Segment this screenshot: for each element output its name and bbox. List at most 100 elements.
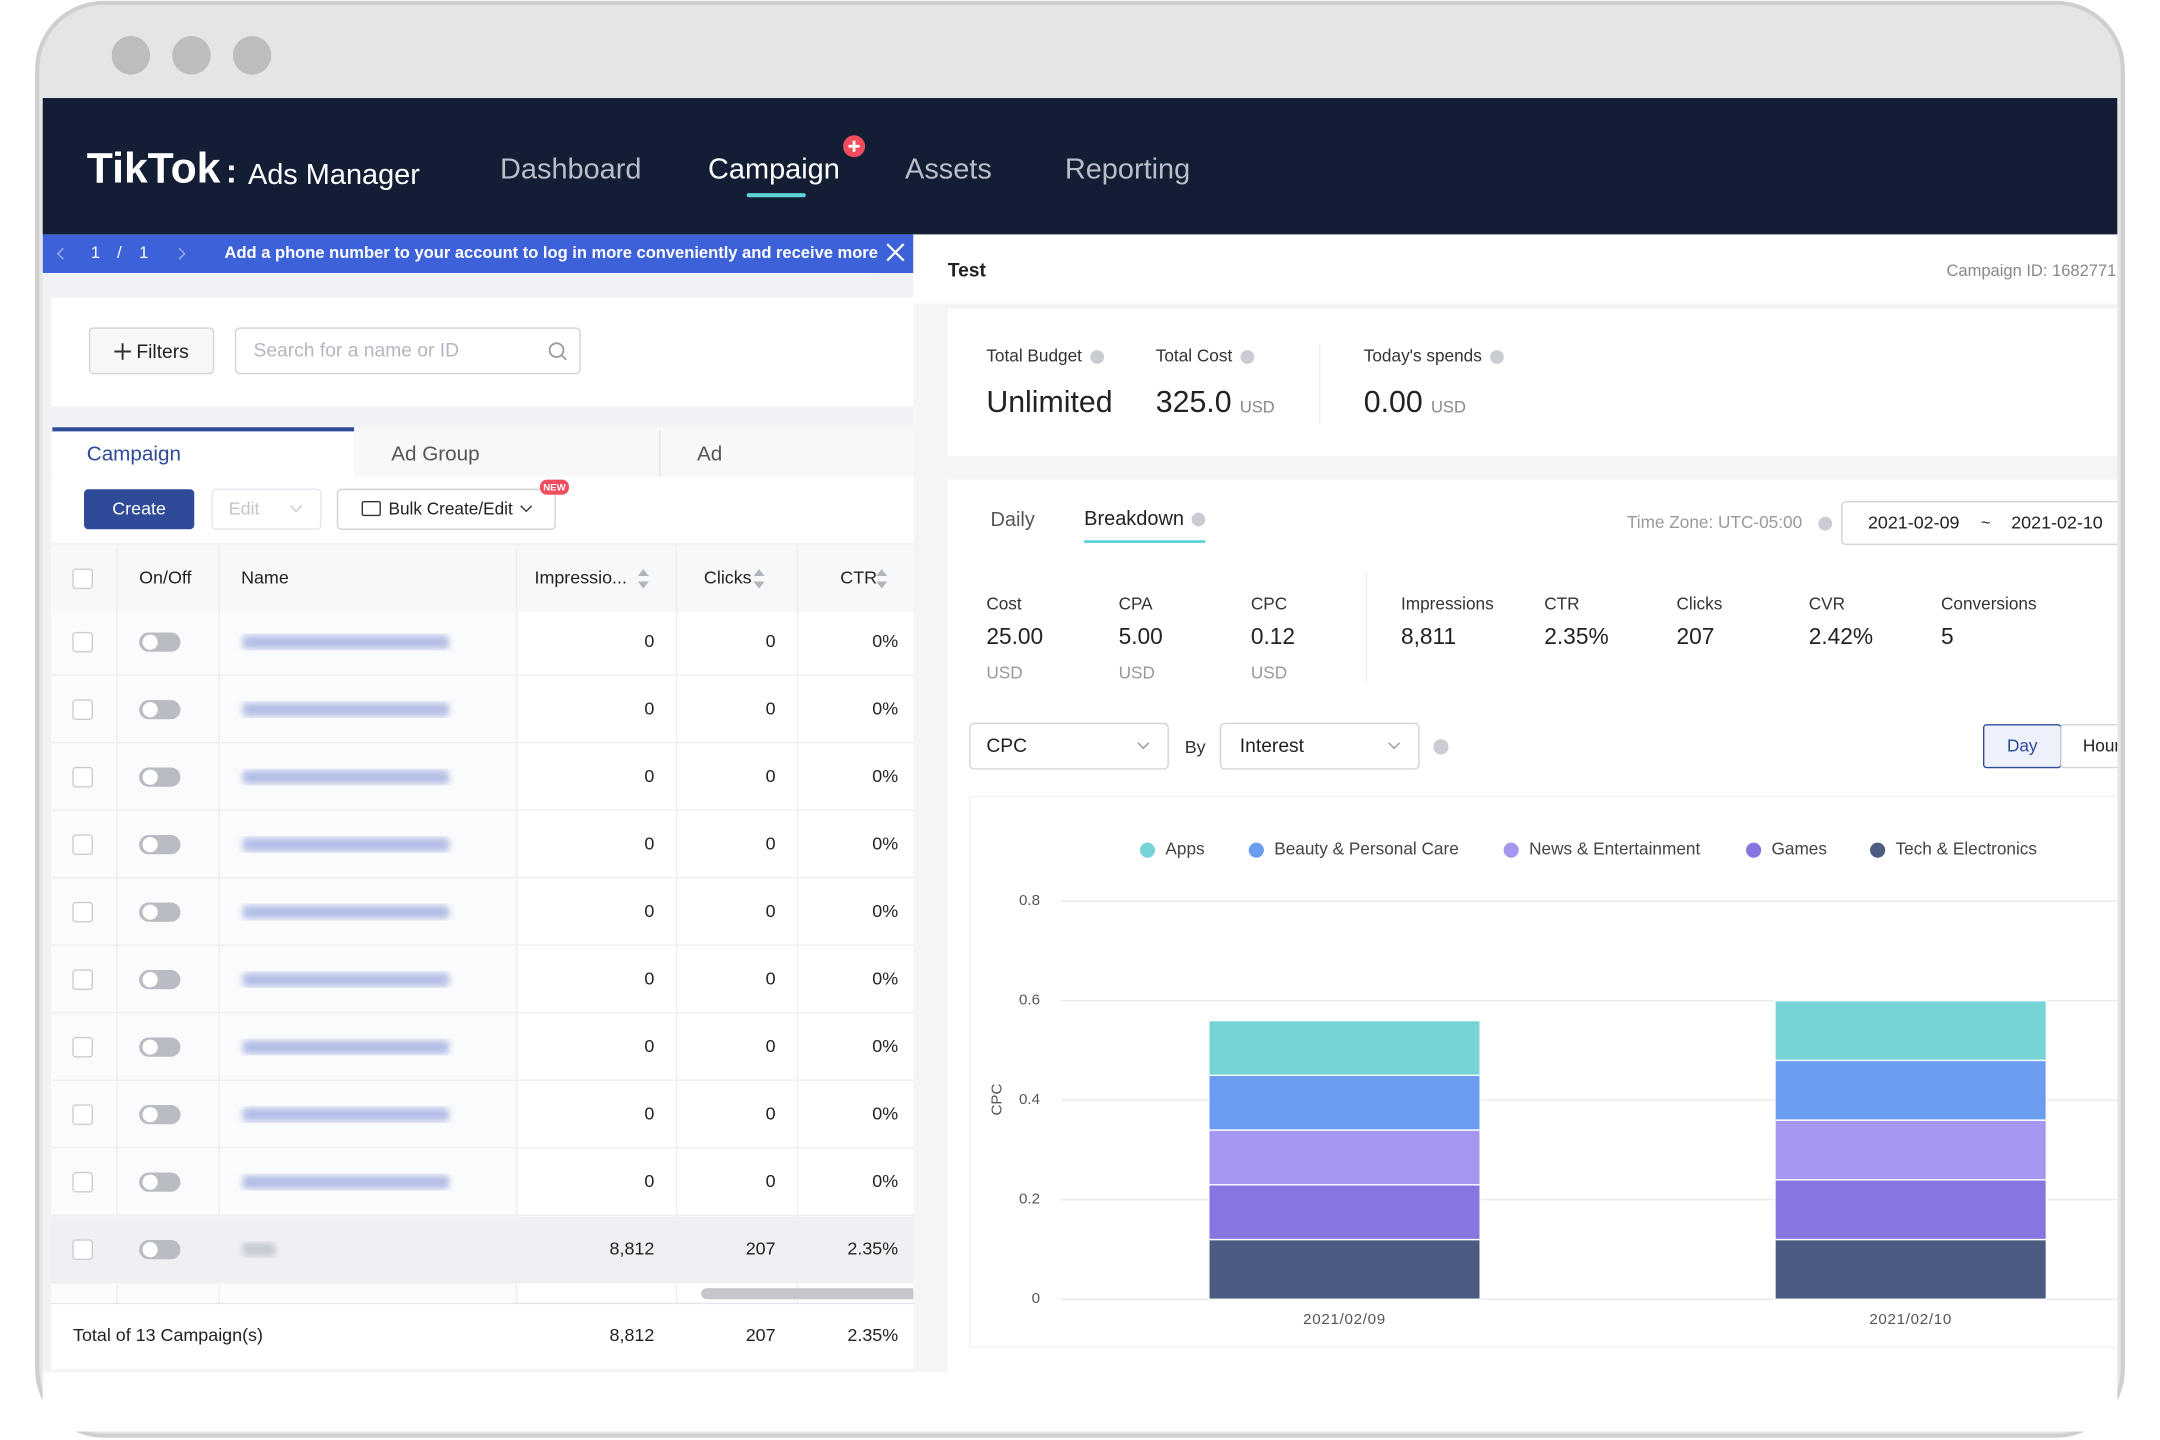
legend-swatch[interactable] xyxy=(1746,842,1762,858)
help-icon xyxy=(1818,516,1833,531)
bar-segment xyxy=(1774,1119,2048,1181)
create-button[interactable] xyxy=(84,489,195,530)
metric-value: 2.42% xyxy=(1809,623,1873,649)
metric-value: 5.00 xyxy=(1119,623,1163,649)
window-button[interactable] xyxy=(111,36,151,75)
nav-bar xyxy=(42,98,2118,235)
cell: 0% xyxy=(872,968,898,988)
tab[interactable]: Ad Group xyxy=(391,442,479,465)
cell: 0 xyxy=(644,1036,654,1056)
bar-segment xyxy=(1208,1129,1481,1186)
legend-swatch[interactable] xyxy=(1248,842,1264,858)
cell: 0% xyxy=(872,698,898,718)
column-header[interactable]: Impressio... xyxy=(534,568,626,588)
logo-sub: Ads Manager xyxy=(248,159,420,191)
tab[interactable]: Ad xyxy=(697,442,722,465)
detail-header xyxy=(913,234,2118,304)
banner-text: Add a phone number to your account to lo… xyxy=(225,243,878,262)
bar-segment xyxy=(1208,1184,1481,1241)
granularity-hour[interactable] xyxy=(2060,724,2138,769)
nav-item[interactable]: Campaign xyxy=(708,154,840,186)
detail-tab[interactable]: Daily xyxy=(990,509,1034,531)
cell: 0 xyxy=(766,833,776,853)
legend-swatch[interactable] xyxy=(1139,842,1156,858)
row-checkbox[interactable] xyxy=(72,1104,93,1125)
tab-active[interactable] xyxy=(52,430,355,480)
chevron xyxy=(290,505,303,513)
detail-tab[interactable]: Breakdown xyxy=(1084,508,1184,530)
row-checkbox[interactable] xyxy=(72,631,93,653)
date-sep: ~ xyxy=(1981,513,1991,532)
legend-swatch[interactable] xyxy=(1870,842,1886,858)
metric-label: CPC xyxy=(1251,594,1287,614)
logo-colon: : xyxy=(226,154,237,191)
edit-button[interactable] xyxy=(211,488,322,530)
metric-label: Impressions xyxy=(1401,594,1494,614)
row-checkbox[interactable] xyxy=(72,1171,93,1193)
row-checkbox[interactable] xyxy=(72,1239,93,1260)
sort-icon xyxy=(637,569,649,589)
footer-cell: 8,812 xyxy=(610,1325,655,1345)
cell: 0 xyxy=(644,698,654,718)
banner-close[interactable] xyxy=(886,243,905,262)
row-checkbox[interactable] xyxy=(72,1036,93,1058)
date-range[interactable] xyxy=(1841,500,2131,546)
cell: 0 xyxy=(766,631,776,651)
cell: 0 xyxy=(766,1103,776,1123)
filter-button[interactable] xyxy=(88,327,215,375)
search-input[interactable] xyxy=(234,327,581,375)
footer-cell: 2.35% xyxy=(847,1325,898,1345)
y-tick-label: 0 xyxy=(1032,1290,1040,1307)
metric-select[interactable] xyxy=(969,722,1169,770)
window-button[interactable] xyxy=(232,36,272,75)
nav: TikTok: Ads Manager Dashboard Campaign Asset… xyxy=(87,135,1190,198)
tab[interactable]: Campaign xyxy=(87,442,181,465)
legend-label[interactable]: News & Entertainment xyxy=(1529,839,1700,859)
scrollbar[interactable] xyxy=(701,1288,921,1300)
banner-next[interactable] xyxy=(178,247,186,260)
toggle-knob xyxy=(142,1107,158,1123)
row-checkbox[interactable] xyxy=(72,901,93,923)
table-header xyxy=(50,545,914,612)
window-button[interactable] xyxy=(172,36,211,75)
nav-underline xyxy=(746,193,806,198)
metric-value: 2.35% xyxy=(1544,623,1608,649)
legend-label[interactable]: Beauty & Personal Care xyxy=(1274,839,1459,859)
help-icon xyxy=(1191,512,1206,527)
metric-label: Cost xyxy=(986,594,1022,614)
by-select[interactable] xyxy=(1219,722,1420,770)
column-header[interactable]: Clicks xyxy=(704,568,752,588)
detail-tab-indicator xyxy=(1084,540,1206,543)
tab-indicator xyxy=(52,427,355,432)
footer-cell: 207 xyxy=(746,1325,776,1345)
legend-label[interactable]: Games xyxy=(1772,839,1827,859)
legend-label[interactable]: Tech & Electronics xyxy=(1896,839,2038,859)
bulk-button[interactable] xyxy=(336,488,556,530)
metric-unit: USD xyxy=(1119,662,1155,682)
footer-row xyxy=(50,1303,914,1370)
toggle-knob xyxy=(142,904,158,920)
row-checkbox[interactable] xyxy=(72,969,93,990)
bar-segment xyxy=(1774,999,2048,1062)
cell: 0% xyxy=(872,1171,898,1191)
nav-item[interactable]: Reporting xyxy=(1065,154,1190,186)
column-header[interactable]: CTR xyxy=(840,568,877,588)
banner-prev[interactable] xyxy=(56,247,64,260)
legend-label[interactable]: Apps xyxy=(1165,839,1204,859)
header-checkbox[interactable] xyxy=(72,568,93,590)
metric-label: CTR xyxy=(1544,594,1579,614)
legend-swatch[interactable] xyxy=(1503,842,1519,858)
row-checkbox[interactable] xyxy=(72,766,93,788)
y-tick-label: 0.8 xyxy=(1019,892,1040,909)
help-icon xyxy=(1433,739,1449,755)
nav-item[interactable]: Dashboard xyxy=(500,154,641,186)
nav-item[interactable]: Assets xyxy=(905,154,992,186)
toggle-knob xyxy=(142,837,158,853)
cell: 0% xyxy=(872,1103,898,1123)
y-axis-label: CPC xyxy=(988,1083,1005,1115)
row-checkbox[interactable] xyxy=(72,699,93,720)
y-tick-label: 0.6 xyxy=(1019,992,1040,1009)
row-checkbox[interactable] xyxy=(72,834,93,855)
